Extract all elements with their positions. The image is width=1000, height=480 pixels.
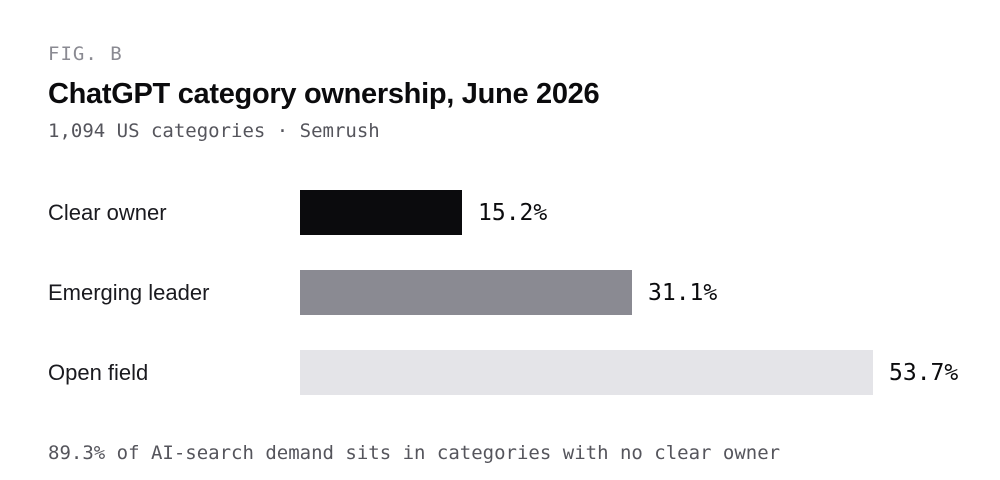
footnote: 89.3% of AI-search demand sits in catego… — [48, 442, 781, 464]
bar-row-open-field: Open field 53.7% — [0, 350, 1000, 395]
bar-emerging-leader — [300, 270, 632, 315]
fig-label: FIG. B — [48, 43, 123, 65]
category-label: Clear owner — [48, 200, 167, 225]
value-label: 15.2% — [478, 200, 548, 226]
chart-title: ChatGPT category ownership, June 2026 — [48, 78, 600, 110]
value-label: 31.1% — [648, 280, 718, 306]
category-label: Open field — [48, 360, 149, 385]
bar-open-field — [300, 350, 873, 395]
bar-row-emerging-leader: Emerging leader 31.1% — [0, 270, 1000, 315]
value-label: 53.7% — [889, 360, 959, 386]
chart-subtitle: 1,094 US categories · Semrush — [48, 120, 380, 142]
bar-clear-owner — [300, 190, 462, 235]
bar-row-clear-owner: Clear owner 15.2% — [0, 190, 1000, 235]
category-label: Emerging leader — [48, 280, 210, 305]
